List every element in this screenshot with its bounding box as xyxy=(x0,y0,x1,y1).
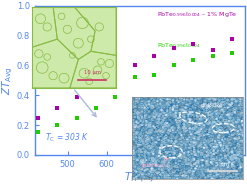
Point xyxy=(152,55,156,58)
Text: spherical: spherical xyxy=(141,158,168,168)
Point xyxy=(94,84,98,87)
Text: 10 μm: 10 μm xyxy=(84,70,101,75)
Point xyxy=(152,74,156,77)
Polygon shape xyxy=(70,51,116,88)
Y-axis label: $ZT_{\mathrm{Avg}}$: $ZT_{\mathrm{Avg}}$ xyxy=(1,66,15,95)
Point xyxy=(172,64,176,67)
Point xyxy=(230,52,234,55)
Text: PbTe$_{0.996}$I$_{0.004}$ – 1% MgTe: PbTe$_{0.996}$I$_{0.004}$ – 1% MgTe xyxy=(157,10,238,19)
Polygon shape xyxy=(74,7,116,55)
Point xyxy=(113,74,117,77)
Point xyxy=(113,96,117,99)
Polygon shape xyxy=(53,7,95,59)
Point xyxy=(75,116,79,119)
Point xyxy=(133,63,137,66)
Polygon shape xyxy=(32,39,78,88)
X-axis label: $T_{\mathrm{H}}$ (K): $T_{\mathrm{H}}$ (K) xyxy=(124,170,155,184)
Text: disk-like: disk-like xyxy=(201,103,224,108)
Text: PbTe$_{0.996}$I$_{0.004}$: PbTe$_{0.996}$I$_{0.004}$ xyxy=(157,42,202,50)
Point xyxy=(55,106,59,109)
Point xyxy=(211,48,215,51)
Point xyxy=(172,47,176,50)
Point xyxy=(36,130,40,133)
Point xyxy=(75,96,79,99)
Point xyxy=(191,42,195,45)
Point xyxy=(230,38,234,41)
Point xyxy=(36,117,40,120)
Point xyxy=(191,59,195,62)
Point xyxy=(94,106,98,109)
Point xyxy=(55,124,59,127)
Point xyxy=(211,55,215,58)
Polygon shape xyxy=(32,7,57,47)
Text: 5 nm: 5 nm xyxy=(215,162,229,167)
Text: $T_{\mathrm{C}}$ = 303 K: $T_{\mathrm{C}}$ = 303 K xyxy=(45,131,89,144)
Point xyxy=(133,75,137,78)
